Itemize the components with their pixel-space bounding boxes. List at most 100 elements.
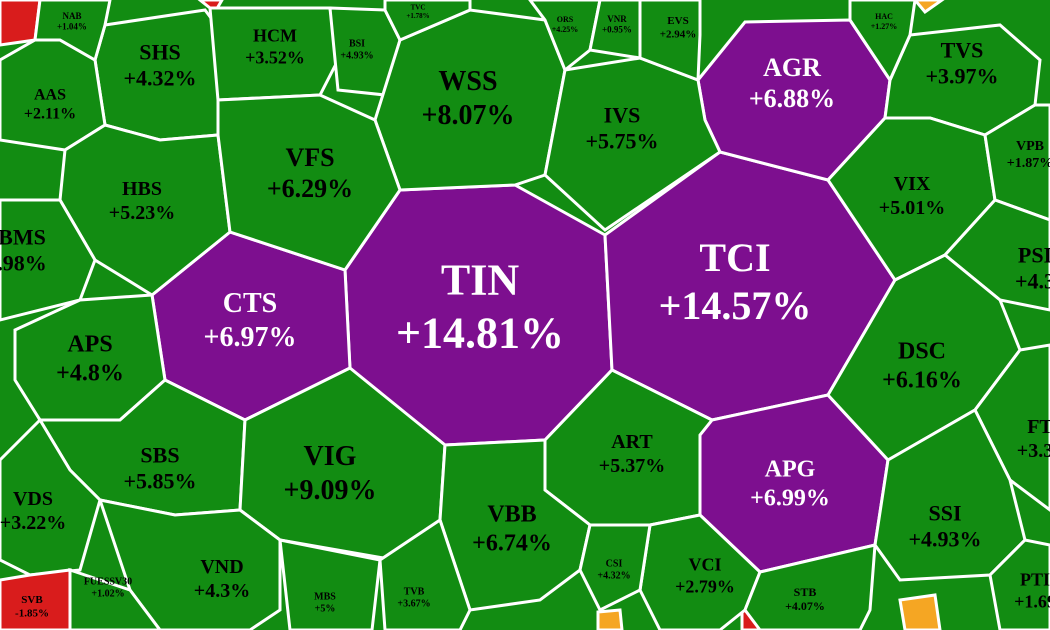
change: +3.22%	[0, 512, 66, 534]
ticker: VIG	[304, 441, 357, 472]
ticker: SSI	[928, 500, 961, 525]
change: +3.67%	[397, 598, 430, 609]
ticker: MBS	[314, 591, 336, 602]
stock-cell	[638, 0, 702, 83]
change: +6.97%	[204, 322, 297, 353]
change: +14.81%	[396, 308, 564, 357]
ticker: VCI	[688, 555, 721, 575]
ticker: PSI	[1018, 242, 1050, 267]
change: +6.16%	[882, 367, 962, 393]
ticker: DSC	[898, 339, 946, 365]
change: +2.94%	[660, 28, 697, 40]
ticker: HCM	[253, 26, 297, 46]
stock-cell	[216, 93, 402, 272]
cell-unlabeled	[913, 0, 945, 15]
ticker: VPB	[1016, 139, 1044, 154]
cell-unlabeled	[596, 608, 624, 630]
change: +4.3%	[194, 580, 250, 602]
ticker: APS	[67, 332, 112, 358]
ticker: SHS	[139, 39, 181, 64]
change: +4.25%	[552, 25, 579, 34]
change: +1.69	[1014, 591, 1050, 611]
change: +6.29%	[267, 174, 353, 203]
change: +6.74%	[472, 530, 552, 556]
change: +4.32%	[597, 570, 630, 581]
change: +9.09%	[284, 475, 377, 506]
stock-cell	[33, 0, 112, 63]
change: +1.27%	[871, 22, 898, 31]
stock-cell	[208, 6, 340, 102]
stock-cell	[0, 568, 72, 630]
ticker: VNR	[607, 14, 627, 24]
stock-cell	[848, 0, 917, 84]
ticker: FT	[1027, 416, 1050, 438]
stock-cell	[638, 513, 762, 630]
change: +5.01%	[879, 197, 945, 219]
ticker: NAB	[62, 11, 81, 21]
change: +4.3	[1015, 269, 1050, 294]
ticker: VBB	[487, 502, 536, 528]
ticker: TCI	[699, 235, 770, 280]
change: +2.79%	[675, 576, 735, 596]
change: +6.88%	[749, 84, 835, 113]
change: +5.23%	[109, 202, 175, 224]
change: +4.32%	[123, 66, 196, 91]
change: +4.07%	[785, 599, 825, 613]
cell-unlabeled	[898, 593, 942, 630]
stock-cell	[378, 517, 472, 630]
change: +4.93%	[340, 50, 373, 61]
stock-cell	[0, 198, 97, 322]
ticker: VDS	[13, 488, 53, 510]
change: +8.07%	[422, 100, 515, 131]
stock-cell	[278, 538, 382, 630]
change: +1.02%	[91, 588, 124, 599]
ticker: APG	[765, 457, 816, 483]
change: +2.11%	[24, 106, 76, 123]
ticker: TVB	[404, 586, 425, 597]
stock-cell	[383, 0, 472, 42]
change: +5.37%	[599, 455, 665, 477]
change: +3.52%	[245, 47, 305, 67]
ticker: EVS	[667, 15, 688, 27]
change: +5.75%	[585, 129, 658, 154]
ticker: HAC	[875, 12, 893, 21]
stock-cell	[578, 523, 652, 613]
ticker: FUESSV30	[84, 576, 132, 587]
ticker: VIX	[894, 173, 931, 195]
ticker: PTI	[1020, 570, 1050, 590]
ticker: SBS	[140, 442, 179, 467]
change: +4.93%	[908, 527, 981, 552]
ticker: BMS	[0, 224, 46, 249]
stock-cell	[0, 417, 102, 577]
ticker: VFS	[285, 143, 334, 172]
change: +5.85%	[123, 469, 196, 494]
ticker: TIN	[441, 256, 519, 305]
change: +1.78%	[406, 12, 429, 20]
change: +5%	[315, 603, 336, 614]
ticker: CSI	[606, 558, 623, 569]
ticker: IVS	[604, 102, 641, 127]
ticker: WSS	[438, 66, 497, 97]
change: +3.97%	[925, 64, 998, 89]
stock-cell	[528, 0, 602, 73]
change: -1.85%	[15, 607, 49, 619]
change: +14.57%	[659, 283, 812, 328]
ticker: SVB	[21, 594, 43, 606]
ticker: STB	[794, 585, 817, 599]
change: +0.95%	[602, 25, 632, 35]
ticker: HBS	[122, 178, 162, 200]
change: +1.04%	[57, 22, 87, 32]
ticker: AAS	[34, 86, 66, 103]
stock-cell	[983, 103, 1050, 222]
ticker: ORS	[557, 15, 574, 24]
change: +3.35	[1017, 440, 1050, 462]
change: +4.8%	[56, 360, 124, 386]
change: +6.99%	[750, 485, 830, 511]
stock-cell	[743, 543, 877, 630]
ticker: TVC	[411, 4, 426, 12]
ticker: ART	[611, 431, 653, 453]
change: .98%	[0, 251, 47, 276]
ticker: TVS	[941, 37, 984, 62]
stock-cell	[988, 538, 1050, 630]
